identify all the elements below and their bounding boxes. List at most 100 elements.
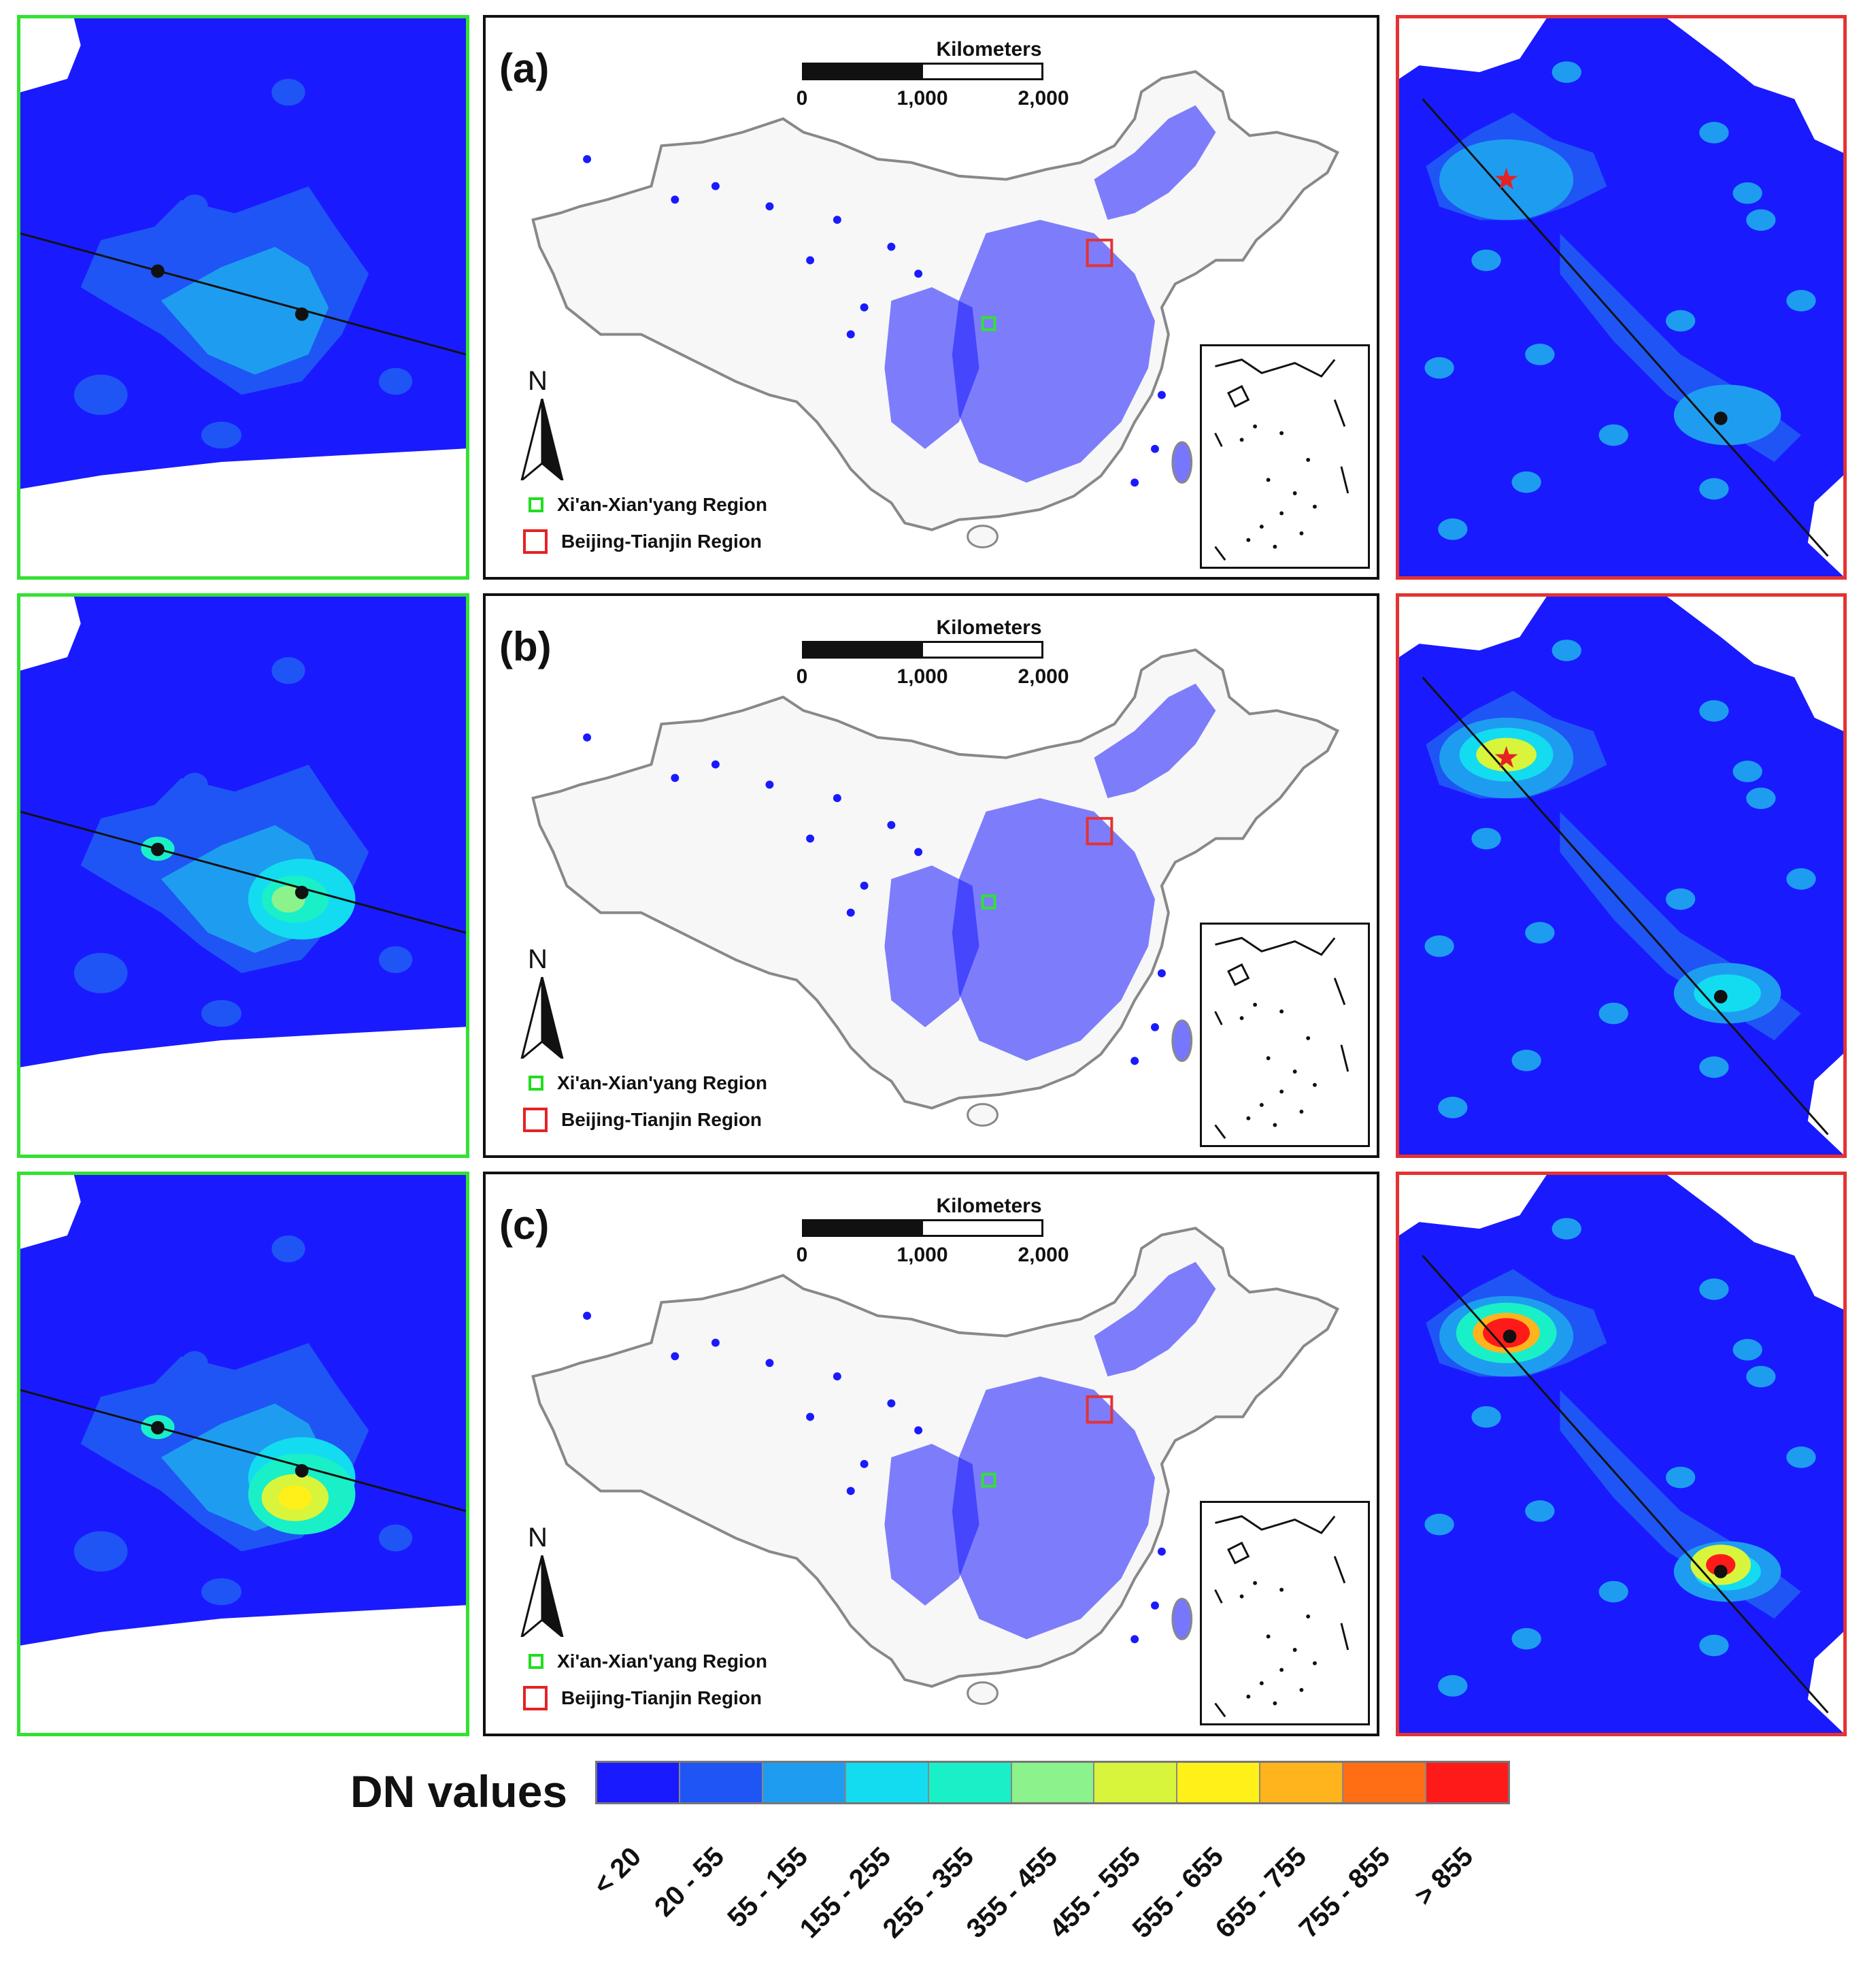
- town-light: [1598, 1580, 1628, 1603]
- legend-beijing-label: Beijing-Tianjin Region: [561, 1109, 762, 1130]
- urban-cluster: [1094, 1261, 1216, 1377]
- scale-tick-label: 2,000: [1018, 1244, 1069, 1266]
- urban-spot: [860, 303, 869, 312]
- urban-spot: [887, 242, 896, 251]
- urban-core: [161, 246, 329, 375]
- dn-legend-title: DN values: [350, 1766, 568, 1817]
- island-dot: [1246, 1116, 1251, 1121]
- island-dot: [1273, 1701, 1277, 1706]
- town-light: [1699, 1056, 1729, 1078]
- xian-xianyang-panel: [17, 593, 469, 1158]
- legend-beijing: Beijing-Tianjin Region: [523, 1108, 762, 1132]
- scale-tick-label: 2,000: [1018, 87, 1069, 110]
- urban-spot: [711, 1338, 720, 1347]
- island-dot: [1253, 1580, 1258, 1585]
- scale-tick-label: 2,000: [1018, 665, 1069, 688]
- no-data-area: [20, 18, 81, 93]
- island-outline: [1227, 1541, 1250, 1565]
- island-dot: [1253, 1002, 1258, 1007]
- scale-bar: [802, 1219, 1043, 1237]
- town-light: [1471, 827, 1501, 850]
- beijing-star-icon: [1494, 167, 1518, 190]
- no-data-area: [1666, 18, 1843, 153]
- town-light: [1424, 935, 1454, 957]
- south-china-sea-inset: [1200, 1501, 1370, 1725]
- town-light: [1424, 1513, 1454, 1536]
- city-core-light: [278, 1485, 312, 1510]
- hainan-island: [967, 1681, 999, 1705]
- north-arrow-icon: [520, 399, 564, 480]
- island-dot: [1279, 1668, 1284, 1672]
- town-light: [1699, 700, 1729, 722]
- urban-spot: [860, 1459, 869, 1468]
- urban-spot: [1151, 1601, 1159, 1610]
- dn-swatch: [1343, 1763, 1427, 1802]
- urban-spot: [860, 881, 869, 890]
- north-label: N: [528, 944, 548, 974]
- no-data-area: [20, 1027, 466, 1155]
- transect-line: [20, 1389, 466, 1512]
- town-light: [1511, 1049, 1541, 1072]
- town-light: [1552, 1218, 1581, 1240]
- no-data-area: [20, 1175, 81, 1249]
- urban-cluster: [884, 1444, 979, 1606]
- beijing-tianjin-box: [1086, 1395, 1113, 1424]
- urban-spot: [1157, 969, 1166, 978]
- urban-spot: [711, 182, 720, 190]
- urban-spot: [583, 733, 592, 742]
- town-light: [1438, 1097, 1468, 1119]
- town-light: [1746, 1365, 1776, 1388]
- dim-light-spot: [73, 374, 128, 415]
- dim-light-spot: [201, 999, 242, 1027]
- town-light: [1525, 922, 1555, 944]
- scale-tick-label: 0: [796, 665, 808, 688]
- island-dot: [1246, 537, 1251, 542]
- beijing-tianjin-panel: [1396, 1172, 1847, 1736]
- boundary-dash: [1333, 978, 1346, 1006]
- urban-spot: [583, 1312, 592, 1320]
- transect-line: [20, 810, 466, 934]
- legend-xian: Xi'an-Xian'yang Region: [523, 1072, 767, 1094]
- island-dot: [1239, 1016, 1244, 1021]
- town-light: [1424, 357, 1454, 379]
- dim-light-spot: [378, 1524, 413, 1552]
- island-dot: [1266, 1634, 1271, 1639]
- urban-spot: [914, 269, 923, 278]
- scale-tick-label: 1,000: [896, 1244, 948, 1266]
- beijing-tianjin-box: [1086, 816, 1113, 846]
- boundary-dash: [1333, 1556, 1346, 1584]
- urban-spot: [1157, 1547, 1166, 1556]
- boundary-dash: [1214, 1124, 1226, 1140]
- town-light: [1665, 888, 1696, 910]
- no-data-area: [1399, 18, 1547, 79]
- hainan-island: [967, 1103, 999, 1127]
- town-light: [1525, 344, 1555, 365]
- town-light: [1511, 1627, 1541, 1650]
- no-data-area: [20, 597, 81, 671]
- no-data-area: [1399, 597, 1547, 657]
- xian-box-symbol: [529, 1076, 543, 1091]
- town-light: [1699, 1278, 1729, 1300]
- no-data-area: [20, 448, 466, 576]
- urban-cluster: [1094, 105, 1216, 220]
- island-dot: [1253, 424, 1258, 429]
- town-light: [1746, 209, 1776, 231]
- town-light: [1552, 640, 1581, 661]
- north-arrow-icon: [520, 977, 564, 1059]
- dim-light-spot: [201, 1578, 242, 1606]
- transect-point: [295, 1463, 309, 1478]
- taiwan-island: [1171, 1597, 1193, 1640]
- urban-spot: [806, 1412, 815, 1421]
- urban-spot: [1130, 478, 1139, 487]
- urban-cluster: [952, 798, 1155, 1061]
- urban-spot: [914, 1426, 923, 1435]
- legend-xian: Xi'an-Xian'yang Region: [523, 494, 767, 516]
- town-light: [1598, 424, 1628, 446]
- scale-tick-label: 1,000: [896, 665, 948, 688]
- island-dot: [1246, 1694, 1251, 1699]
- urban-spot: [1130, 1635, 1139, 1644]
- transect-point: [151, 264, 165, 278]
- scale-tick-label: 0: [796, 87, 808, 110]
- legend-beijing: Beijing-Tianjin Region: [523, 1686, 762, 1710]
- boundary-dash: [1214, 546, 1226, 561]
